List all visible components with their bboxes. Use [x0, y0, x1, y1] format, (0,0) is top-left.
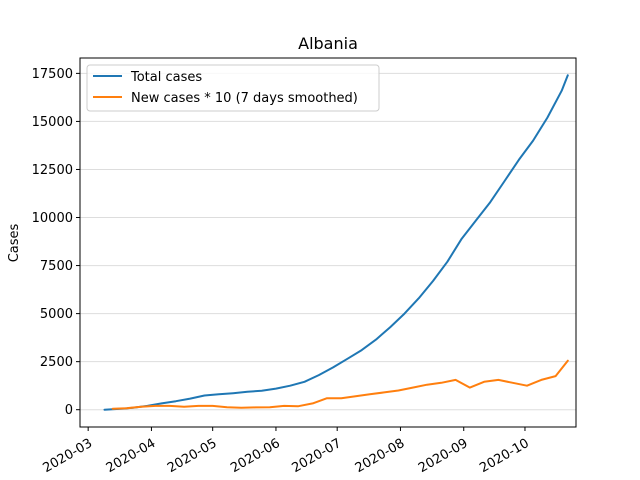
series-line-total-cases	[103, 74, 569, 411]
y-tick-label: 7500	[40, 259, 73, 274]
x-tick-label: 2020-08	[353, 436, 408, 476]
y-tick-label: 15000	[32, 115, 73, 130]
x-tick-label: 2020-06	[228, 436, 283, 476]
y-tick-label: 17500	[32, 67, 73, 82]
x-tick-label: 2020-09	[416, 436, 471, 476]
legend-label-total-cases: Total cases	[130, 70, 202, 85]
legend: Total cases New cases * 10 (7 days smoot…	[86, 64, 380, 112]
series-line-new-cases	[111, 359, 569, 410]
y-tick-label: 5000	[40, 307, 73, 322]
legend-box	[86, 64, 380, 112]
chart-title: Albania	[298, 34, 358, 53]
x-axis: 2020-03 2020-04 2020-05 2020-06 2020-07 2020-…	[40, 427, 532, 476]
y-axis-label: Cases	[7, 223, 22, 262]
y-axis: 0 2500 5000 7500 10000 12500 15000 17500	[32, 67, 80, 418]
x-tick-label: 2020-03	[40, 436, 95, 476]
y-tick-label: 2500	[40, 355, 73, 370]
series-layer	[103, 74, 569, 411]
grid-layer	[80, 72, 576, 411]
plot-area-frame	[79, 57, 577, 428]
x-tick-label: 2020-04	[104, 436, 159, 476]
x-tick-label: 2020-10	[477, 436, 532, 476]
x-tick-label: 2020-07	[290, 436, 345, 476]
y-tick-label: 10000	[32, 211, 73, 226]
y-tick-label: 12500	[32, 163, 73, 178]
x-tick-label: 2020-05	[165, 436, 220, 476]
y-tick-label: 0	[65, 403, 73, 418]
legend-label-new-cases: New cases * 10 (7 days smoothed)	[131, 91, 358, 106]
